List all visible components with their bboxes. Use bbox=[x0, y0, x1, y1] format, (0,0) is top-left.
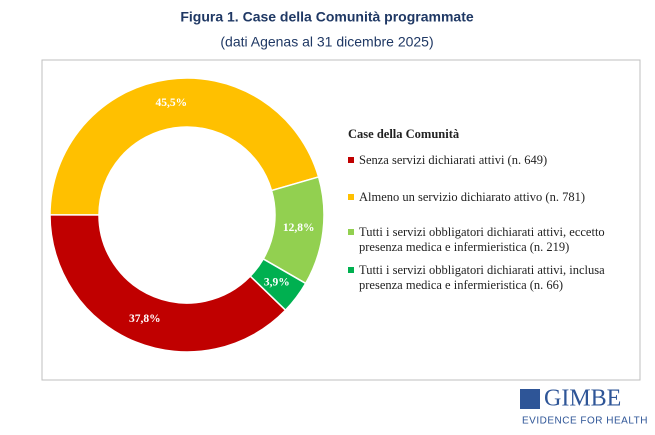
legend-entry: Tutti i servizi obbligatori dichiarati a… bbox=[348, 263, 633, 293]
donut-slice bbox=[49, 214, 287, 353]
legend-title: Case della Comunità bbox=[348, 127, 460, 141]
chart-subtitle: (dati Agenas al 31 dicembre 2025) bbox=[220, 34, 433, 50]
data-label: 45,5% bbox=[155, 97, 187, 109]
data-label: 12,8% bbox=[283, 222, 315, 234]
data-label: 3,9% bbox=[264, 276, 290, 288]
legend-label: Senza servizi dichiarati attivi (n. 649) bbox=[359, 153, 548, 167]
legend-entry: Tutti i servizi obbligatori dichiarati a… bbox=[348, 225, 633, 255]
logo-icon bbox=[520, 389, 540, 409]
legend-swatch bbox=[348, 157, 354, 163]
legend-label: Tutti i servizi obbligatori dichiarati a… bbox=[359, 225, 605, 254]
legend-entry: Almeno un servizio dichiarato attivo (n.… bbox=[348, 190, 633, 205]
legend-swatch bbox=[348, 229, 354, 235]
legend-swatch bbox=[348, 194, 354, 200]
donut-slice bbox=[49, 77, 320, 216]
chart-frame bbox=[41, 59, 641, 381]
data-label: 37,8% bbox=[129, 313, 161, 325]
logo-tagline: EVIDENCE FOR HEALTH bbox=[522, 416, 648, 427]
legend-swatch bbox=[348, 267, 354, 273]
legend-label: Tutti i servizi obbligatori dichiarati a… bbox=[359, 263, 605, 292]
legend-label: Almeno un servizio dichiarato attivo (n.… bbox=[359, 190, 585, 204]
logo-name: GIMBE bbox=[544, 386, 621, 412]
donut-slice bbox=[249, 257, 307, 312]
legend-entry: Senza servizi dichiarati attivi (n. 649) bbox=[348, 153, 633, 168]
chart-title: Figura 1. Case della Comunità programmat… bbox=[180, 9, 474, 25]
